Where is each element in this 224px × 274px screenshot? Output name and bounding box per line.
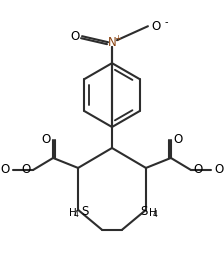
Text: O: O <box>193 163 202 176</box>
Text: H: H <box>149 208 157 218</box>
Text: O: O <box>22 163 31 176</box>
Text: +: + <box>114 34 121 43</box>
Text: O: O <box>173 133 183 147</box>
Text: N: N <box>108 36 116 49</box>
Text: -: - <box>164 17 168 27</box>
Text: O: O <box>70 30 80 43</box>
Text: O: O <box>214 163 223 176</box>
Text: O: O <box>1 163 10 176</box>
Text: 4: 4 <box>74 210 78 219</box>
Text: S: S <box>140 205 148 218</box>
Text: S: S <box>81 205 89 218</box>
Text: 4: 4 <box>153 210 157 219</box>
Text: O: O <box>41 133 51 147</box>
Text: O: O <box>151 20 161 33</box>
Text: H: H <box>69 208 77 218</box>
